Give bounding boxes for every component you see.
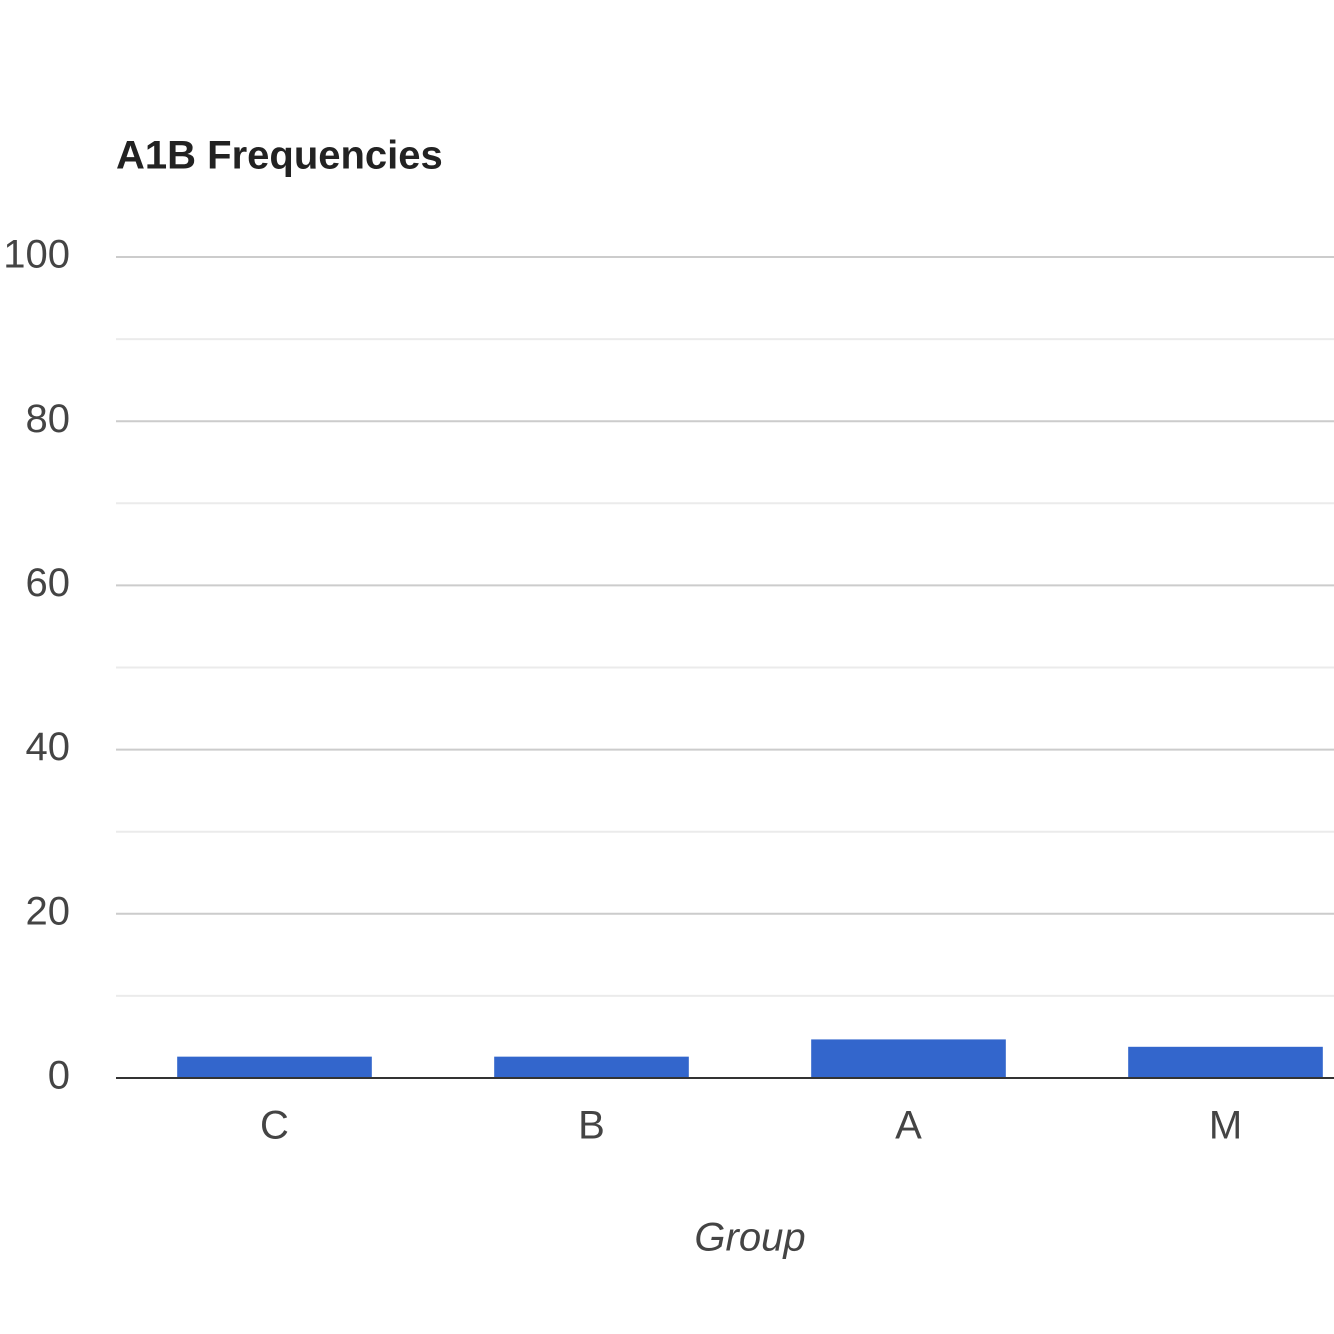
y-tick-label: 60 [26,561,71,605]
x-tick-label: A [895,1104,922,1148]
chart-title: A1B Frequencies [116,134,443,178]
y-tick-label: 0 [48,1054,70,1098]
y-tick-label: 80 [26,397,71,441]
bar [494,1056,689,1078]
y-tick-label: 40 [26,725,71,769]
x-tick-label: B [578,1104,605,1148]
bar [177,1056,372,1078]
y-tick-label: 100 [3,233,70,277]
bar [811,1039,1006,1078]
x-axis-label: Group [694,1216,805,1260]
y-tick-label: 20 [26,889,71,933]
bar [1128,1046,1323,1078]
x-tick-label: M [1209,1104,1242,1148]
x-tick-label: C [260,1104,289,1148]
